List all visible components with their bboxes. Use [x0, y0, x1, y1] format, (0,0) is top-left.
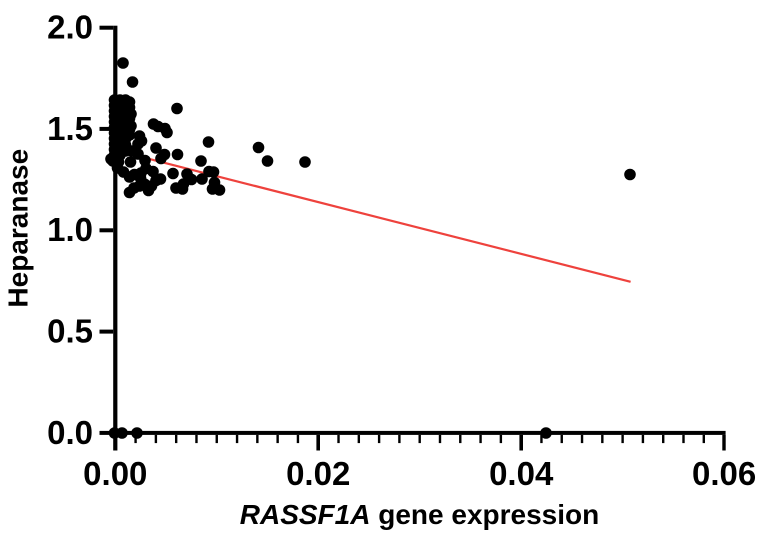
svg-text:2.0: 2.0: [47, 9, 93, 46]
svg-text:1.0: 1.0: [47, 211, 93, 248]
svg-text:0.00: 0.00: [83, 455, 147, 492]
svg-text:RASSF1A gene expression: RASSF1A gene expression: [240, 499, 599, 530]
svg-text:0.02: 0.02: [286, 455, 350, 492]
svg-text:Heparanase: Heparanase: [3, 149, 34, 308]
svg-text:0.06: 0.06: [692, 455, 756, 492]
svg-text:1.5: 1.5: [47, 110, 93, 147]
svg-text:0.0: 0.0: [47, 414, 93, 451]
svg-text:0.5: 0.5: [47, 313, 93, 350]
svg-text:0.04: 0.04: [489, 455, 554, 492]
